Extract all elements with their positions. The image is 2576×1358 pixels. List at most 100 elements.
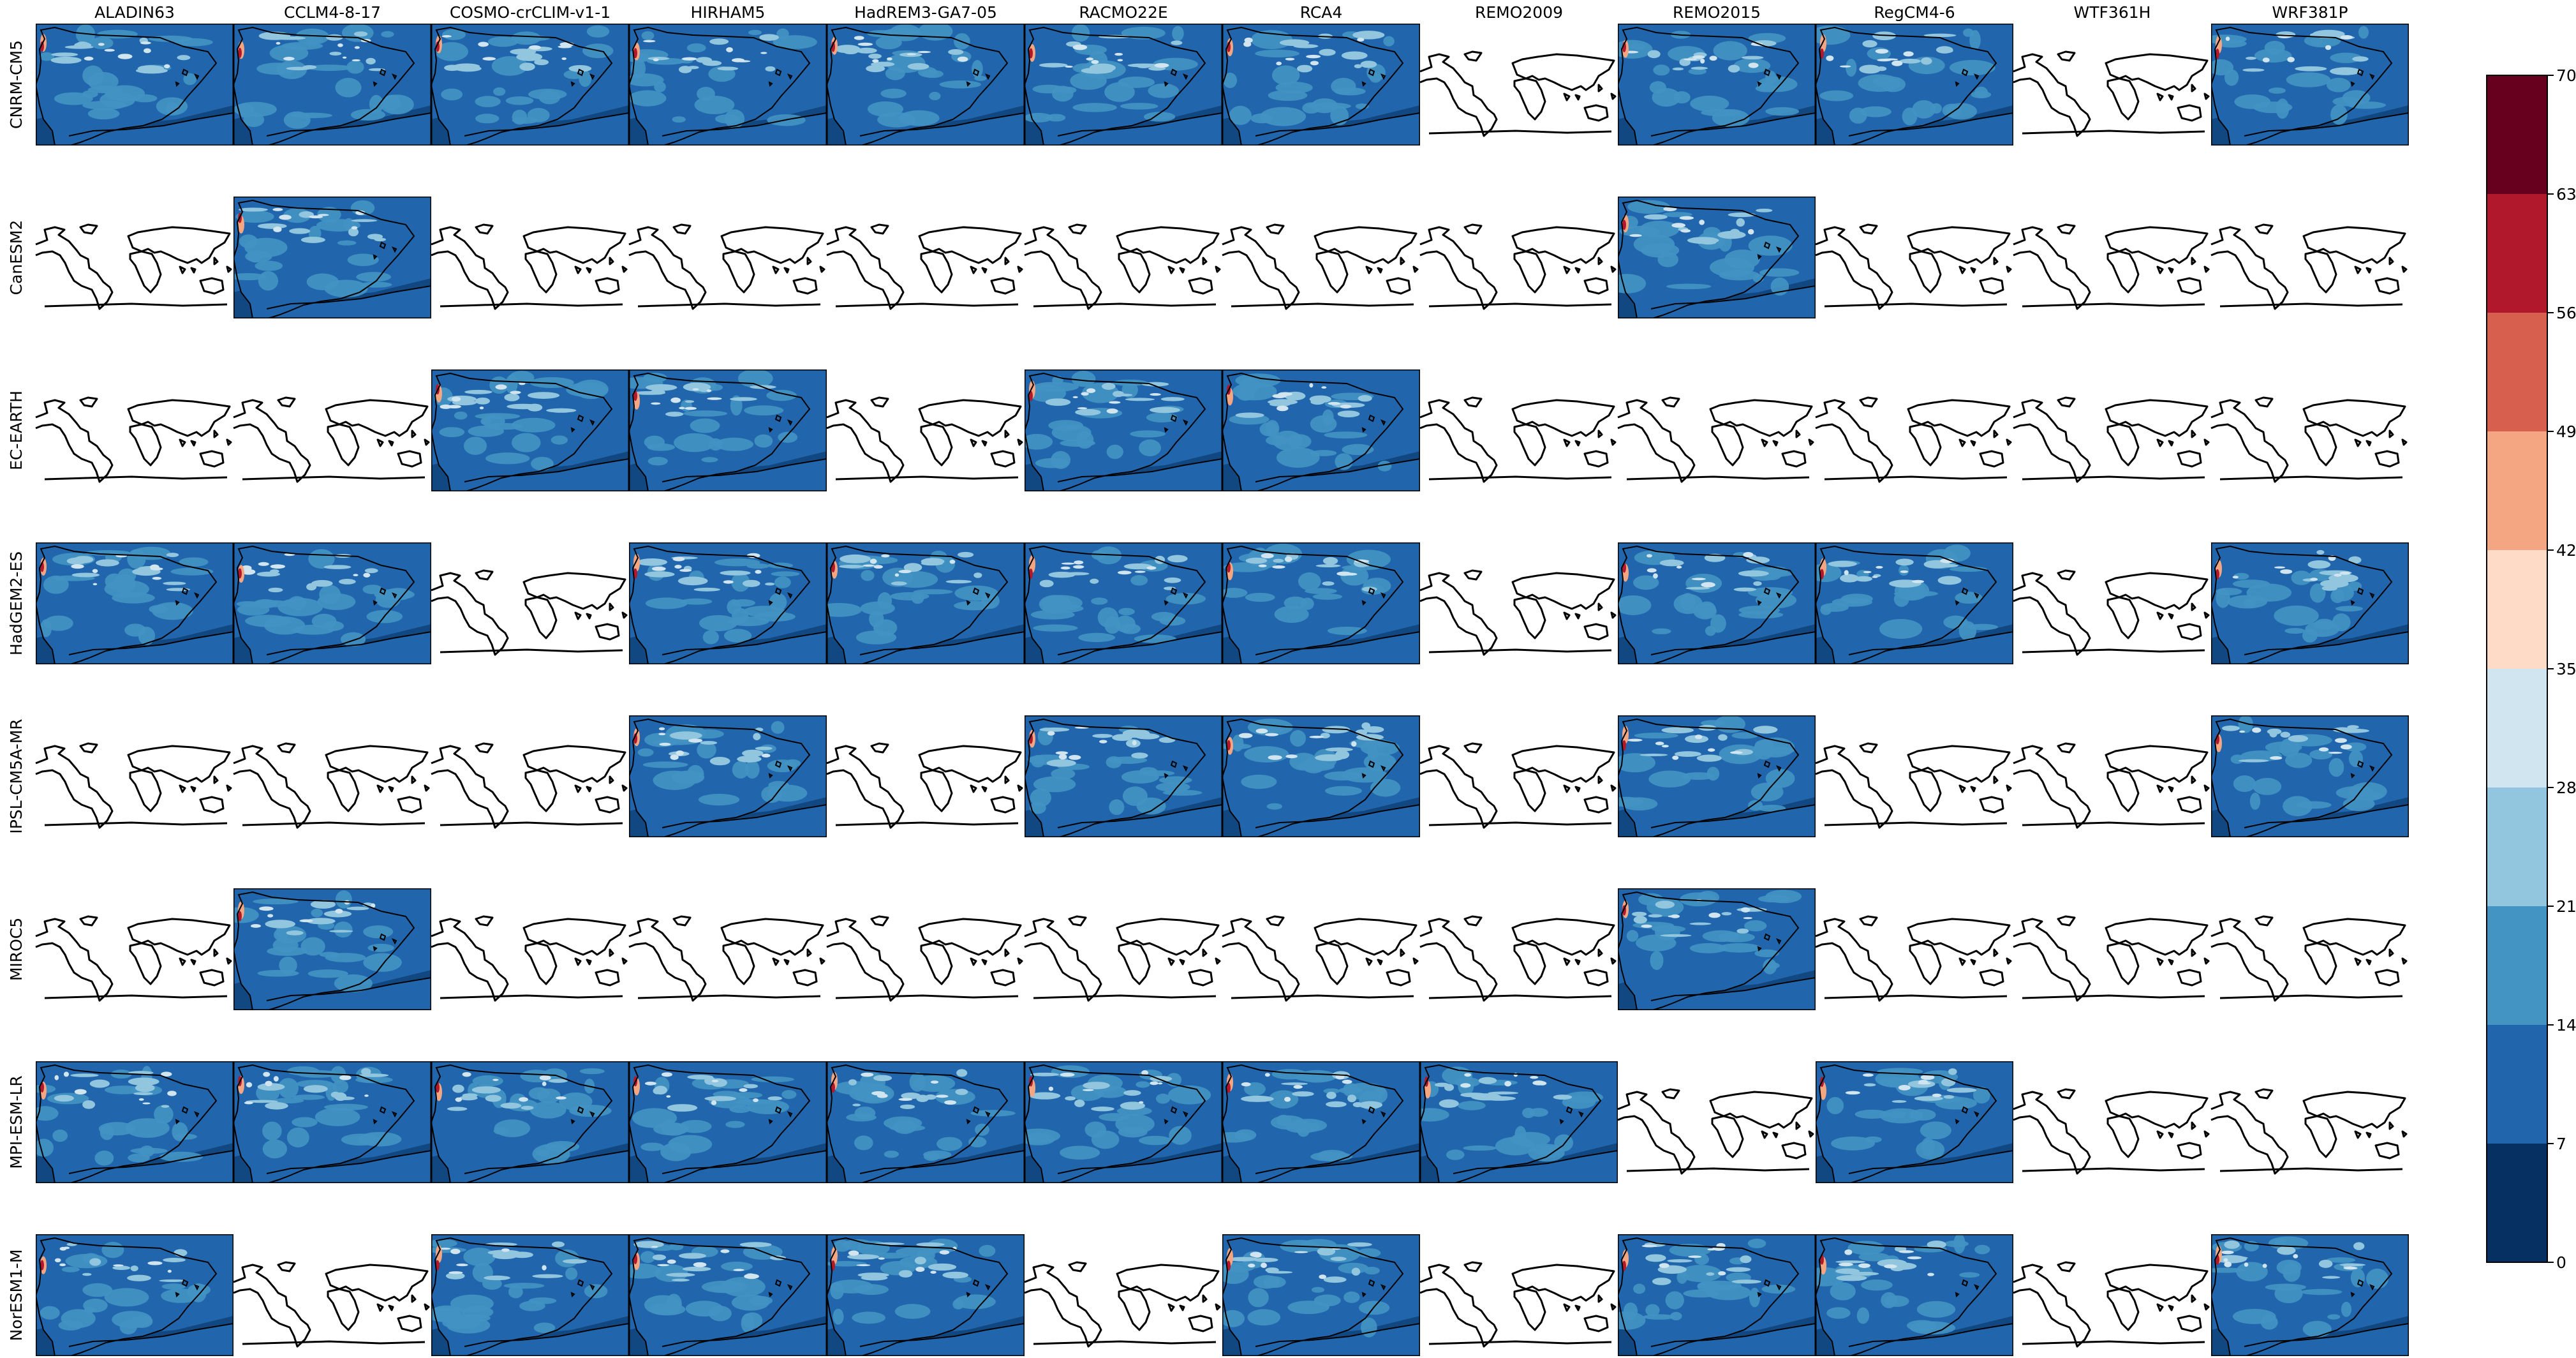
panel-cnrm-cm5-cosmo-crclim-v1-1-map <box>431 24 629 146</box>
panel-canesm2-cosmo-crclim-v1-1-missing <box>431 223 628 310</box>
panel-noresm1-m-cosmo-crclim-v1-1-map <box>431 1234 629 1356</box>
column-title-cosmo-crclim-v1-1: COSMO-crCLIM-v1-1 <box>450 3 611 22</box>
panel-hadgem2-es-wrf381p-map <box>2211 542 2409 664</box>
driving-model-row-titles: CNRM-CM5 CanESM2 EC-EARTH HadGEM2-ES IPSL-CM… <box>7 40 26 1341</box>
column-title-regcm4-6: RegCM4-6 <box>1874 3 1955 22</box>
panel-hadgem2-es-cclm4-8-17-map <box>233 542 431 664</box>
panel-canesm2-remo2015-map <box>1618 197 1816 318</box>
row-title-noresm1-m: NorESM1-M <box>7 1249 26 1341</box>
panel-ec-earth-rca4-map <box>1222 369 1420 491</box>
panel-cnrm-cm5-remo2015-map <box>1618 24 1816 146</box>
colorbar-band-3 <box>2487 787 2547 906</box>
panel-canesm2-aladin63-missing <box>35 223 232 310</box>
panel-ipsl-cm5a-mr-rca4-map <box>1222 715 1420 837</box>
panel-ec-earth-hirham5-map <box>629 369 827 491</box>
panel-miroc5-remo2009-missing <box>1419 915 1617 1002</box>
colorbar-tick-label-3: 21 <box>2556 897 2576 916</box>
panel-hadgem2-es-wtf361h-missing <box>2013 569 2210 656</box>
panel-ec-earth-remo2009-missing <box>1419 396 1617 483</box>
panel-hadgem2-es-cosmo-crclim-v1-1-missing <box>431 569 628 656</box>
row-title-miroc5: MIROC5 <box>7 918 26 981</box>
colorbar-band-4 <box>2487 669 2547 787</box>
panel-miroc5-hirham5-missing <box>628 915 825 1002</box>
colorbar-tick-label-6: 42 <box>2556 541 2576 560</box>
panel-ipsl-cm5a-mr-cosmo-crclim-v1-1-missing <box>431 742 628 829</box>
row-title-ipsl-cm5a-mr: IPSL-CM5A-MR <box>7 719 26 833</box>
colorbar-band-0 <box>2487 1144 2547 1262</box>
panel-cnrm-cm5-racmo22e-map <box>1025 24 1222 146</box>
panel-grid <box>35 24 2409 1356</box>
panel-hadgem2-es-hadrem3-ga7-05-map <box>827 542 1025 664</box>
row-title-mpi-esm-lr: MPI-ESM-LR <box>7 1075 26 1169</box>
panel-miroc5-remo2015-map <box>1618 888 1816 1010</box>
panel-ec-earth-aladin63-missing <box>35 396 232 483</box>
panel-ec-earth-wtf361h-missing <box>2013 396 2210 483</box>
panel-mpi-esm-lr-wrf381p-missing <box>2210 1088 2408 1175</box>
panel-mpi-esm-lr-hirham5-map <box>629 1061 827 1183</box>
panel-noresm1-m-rca4-map <box>1222 1234 1420 1356</box>
row-title-hadgem2-es: HadGEM2-ES <box>7 551 26 655</box>
row-title-cnrm-cm5: CNRM-CM5 <box>7 40 26 129</box>
column-title-aladin63: ALADIN63 <box>94 3 175 22</box>
panel-canesm2-wtf361h-missing <box>2013 223 2210 310</box>
panel-hadgem2-es-racmo22e-map <box>1025 542 1222 664</box>
panel-hadgem2-es-rca4-map <box>1222 542 1420 664</box>
panel-ec-earth-hadrem3-ga7-05-missing <box>826 396 1023 483</box>
panel-hadgem2-es-remo2015-map <box>1618 542 1816 664</box>
panel-canesm2-hirham5-missing <box>628 223 825 310</box>
colorbar-band-1 <box>2487 1025 2547 1144</box>
row-title-canesm2: CanESM2 <box>7 220 26 295</box>
panel-hadgem2-es-hirham5-map <box>629 542 827 664</box>
panel-noresm1-m-wtf361h-missing <box>2013 1261 2210 1348</box>
panel-noresm1-m-remo2015-map <box>1618 1234 1816 1356</box>
panel-cnrm-cm5-wrf381p-map <box>2211 24 2409 146</box>
column-title-wrf381p: WRF381P <box>2272 3 2348 22</box>
panel-ipsl-cm5a-mr-aladin63-missing <box>35 742 232 829</box>
colorbar-tick-label-10: 70 <box>2556 66 2576 85</box>
panel-ipsl-cm5a-mr-remo2009-missing <box>1419 742 1617 829</box>
panel-miroc5-racmo22e-missing <box>1024 915 1221 1002</box>
column-title-wtf361h: WTF361H <box>2074 3 2151 22</box>
panel-ec-earth-cosmo-crclim-v1-1-map <box>431 369 629 491</box>
colorbar-band-5 <box>2487 550 2547 669</box>
panel-mpi-esm-lr-racmo22e-map <box>1025 1061 1222 1183</box>
column-title-remo2009: REMO2009 <box>1475 3 1563 22</box>
panel-miroc5-regcm4-6-missing <box>1815 915 2012 1002</box>
panel-mpi-esm-lr-remo2015-missing <box>1617 1088 1814 1175</box>
panel-ipsl-cm5a-mr-hadrem3-ga7-05-missing <box>826 742 1023 829</box>
panel-mpi-esm-lr-wtf361h-missing <box>2013 1088 2210 1175</box>
panel-mpi-esm-lr-cclm4-8-17-map <box>233 1061 431 1183</box>
panel-canesm2-hadrem3-ga7-05-missing <box>826 223 1023 310</box>
panel-noresm1-m-hirham5-map <box>629 1234 827 1356</box>
panel-cnrm-cm5-cclm4-8-17-map <box>233 24 431 146</box>
panel-canesm2-regcm4-6-missing <box>1815 223 2012 310</box>
column-title-hirham5: HIRHAM5 <box>691 3 766 22</box>
colorbar-tick-label-7: 49 <box>2556 422 2576 441</box>
panel-ipsl-cm5a-mr-remo2015-map <box>1618 715 1816 837</box>
panel-mpi-esm-lr-cosmo-crclim-v1-1-map <box>431 1061 629 1183</box>
panel-ipsl-cm5a-mr-wtf361h-missing <box>2013 742 2210 829</box>
panel-canesm2-wrf381p-missing <box>2210 223 2408 310</box>
panel-hadgem2-es-regcm4-6-map <box>1816 542 2013 664</box>
colorbar-tick-label-1: 7 <box>2556 1135 2566 1153</box>
panel-miroc5-wtf361h-missing <box>2013 915 2210 1002</box>
panel-ec-earth-wrf381p-missing <box>2210 396 2408 483</box>
panel-miroc5-hadrem3-ga7-05-missing <box>826 915 1023 1002</box>
panel-cnrm-cm5-rca4-map <box>1222 24 1420 146</box>
colorbar-band-7 <box>2487 313 2547 431</box>
panel-hadgem2-es-aladin63-map <box>36 542 233 664</box>
colorbar-band-2 <box>2487 906 2547 1025</box>
panel-miroc5-cosmo-crclim-v1-1-missing <box>431 915 628 1002</box>
panel-canesm2-racmo22e-missing <box>1024 223 1221 310</box>
colorbar-band-9 <box>2487 75 2547 194</box>
column-title-racmo22e: RACMO22E <box>1079 3 1167 22</box>
column-title-hadrem3-ga7-05: HadREM3-GA7-05 <box>854 3 997 22</box>
colorbar-band-6 <box>2487 431 2547 550</box>
panel-noresm1-m-regcm4-6-map <box>1816 1234 2013 1356</box>
panel-noresm1-m-cclm4-8-17-missing <box>233 1261 430 1348</box>
panel-mpi-esm-lr-rca4-map <box>1222 1061 1420 1183</box>
panel-noresm1-m-racmo22e-missing <box>1024 1261 1221 1348</box>
panel-miroc5-cclm4-8-17-map <box>233 888 431 1010</box>
panel-hadgem2-es-remo2009-missing <box>1419 569 1617 656</box>
